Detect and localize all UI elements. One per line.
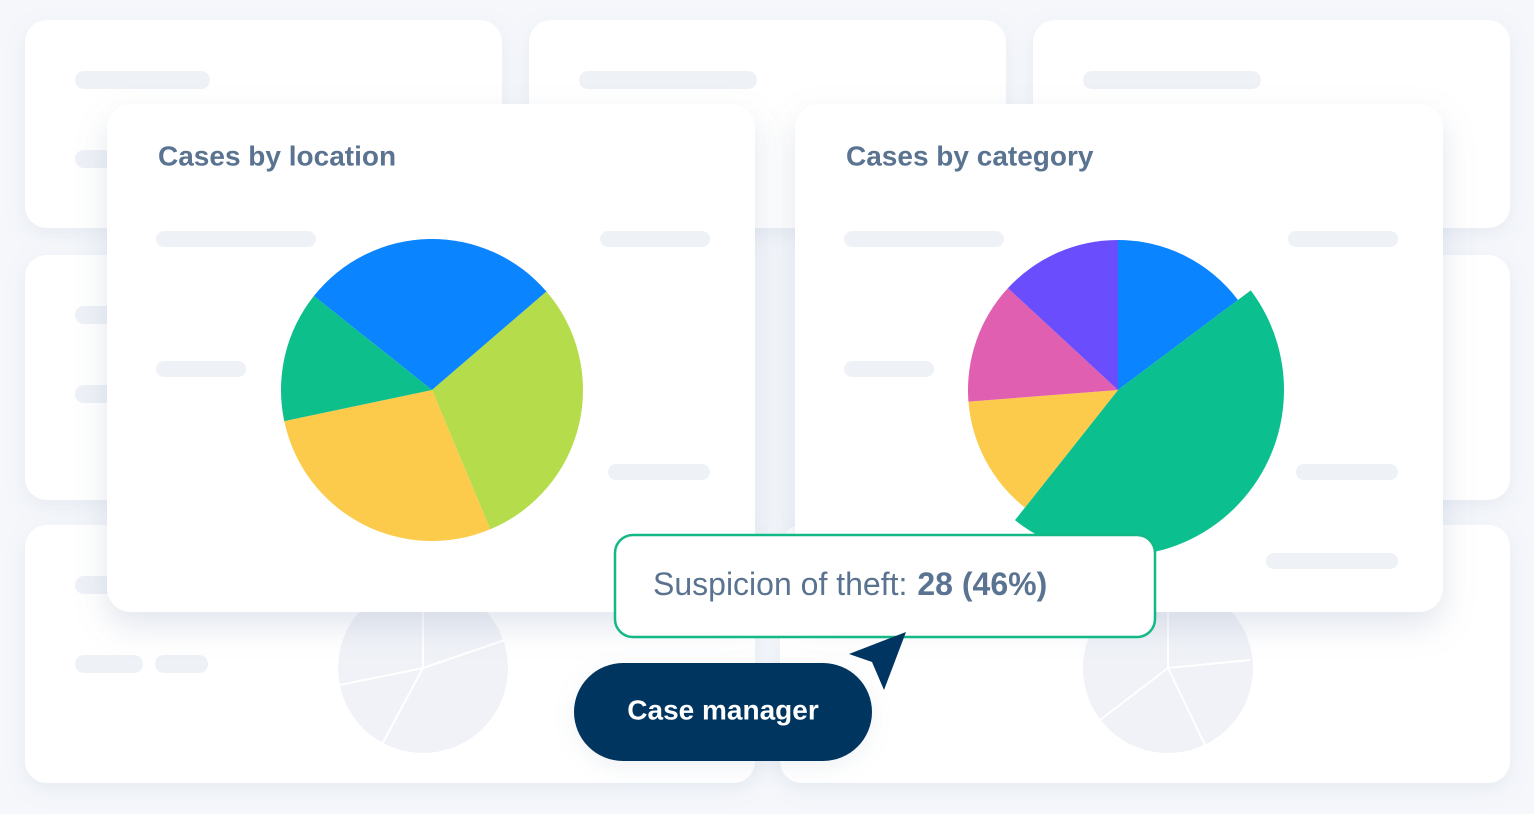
pie-slice [1014, 290, 1284, 556]
pie-slice [281, 296, 432, 422]
button-label[interactable]: Case manager [627, 694, 819, 725]
tooltip: Suspicion of theft: 28 (46%) [613, 533, 1157, 639]
faded-pies [336, 581, 1255, 755]
cursor [849, 632, 906, 690]
pie-slice [284, 390, 491, 541]
card-placeholders [156, 231, 1398, 569]
case-manager-button[interactable]: Case manager [574, 663, 872, 761]
tooltip-text: Suspicion of theft: 28 (46%) [653, 566, 1047, 602]
pie-slice [968, 288, 1118, 402]
button-bg[interactable] [574, 663, 872, 761]
pie-slice [968, 390, 1118, 508]
tooltip-category: Suspicion of theft: [653, 566, 907, 602]
placeholder-bars [75, 71, 1261, 673]
pie-slice [432, 291, 583, 530]
pie-slice [1118, 240, 1238, 390]
pie-slice [1007, 240, 1118, 390]
tooltip-value: 28 (46%) [917, 566, 1047, 602]
pies [281, 238, 1284, 556]
pie-slice [313, 238, 547, 390]
chart-title: Cases by category [846, 140, 1094, 171]
chart-title: Cases by location [158, 140, 396, 171]
